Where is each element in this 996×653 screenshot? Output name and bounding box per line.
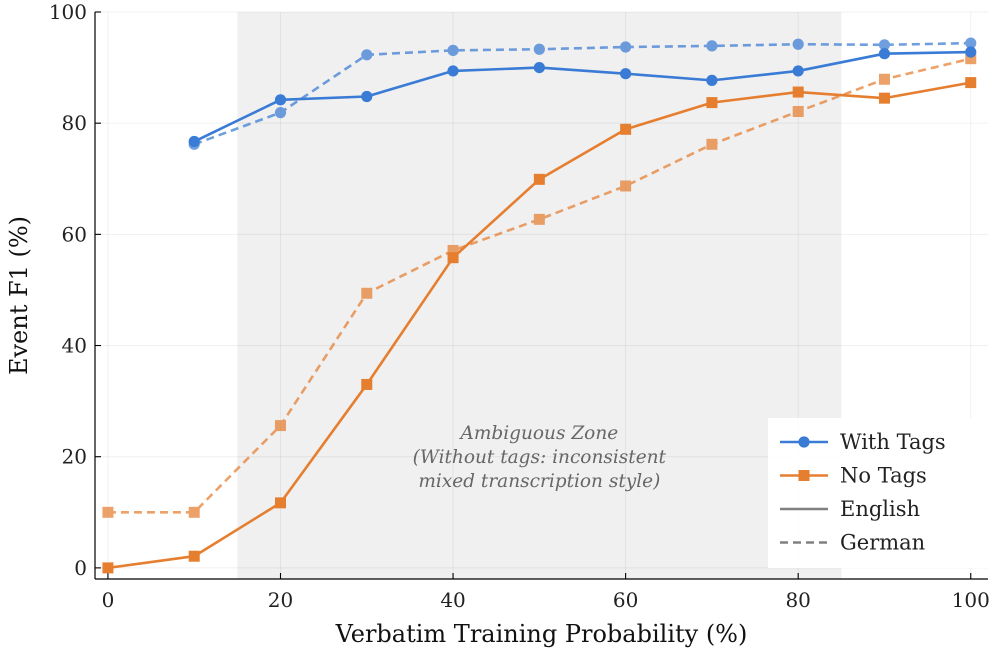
annotation-line-1: Ambiguous Zone: [458, 423, 618, 444]
data-point-no-tags-english: [965, 77, 977, 89]
data-point-with-tags-english: [706, 74, 718, 86]
x-axis-title: Verbatim Training Probability (%): [335, 620, 748, 648]
data-point-no-tags-german: [620, 180, 632, 192]
data-point-with-tags-german: [878, 39, 891, 51]
data-point-with-tags-english: [188, 135, 200, 148]
legend-label: German: [840, 531, 925, 555]
y-tick-label: 60: [62, 222, 87, 246]
data-point-no-tags-german: [447, 244, 459, 256]
data-point-with-tags-english: [274, 94, 287, 106]
data-point-no-tags-german: [878, 73, 890, 85]
data-point-no-tags-english: [792, 86, 804, 98]
data-point-no-tags-english: [102, 562, 114, 574]
y-tick-label: 40: [62, 334, 87, 358]
data-point-with-tags-german: [620, 41, 632, 53]
legend-item: No Tags: [780, 464, 927, 488]
y-tick-label: 20: [62, 445, 87, 469]
data-point-no-tags-english: [533, 173, 545, 185]
legend-item: With Tags: [780, 430, 946, 454]
y-tick-label: 0: [74, 556, 87, 580]
data-point-no-tags-german: [965, 53, 977, 65]
legend-marker: [798, 470, 810, 481]
data-point-with-tags-german: [361, 49, 373, 61]
series-with-tags-english: [188, 46, 977, 148]
legend-item: German: [780, 531, 925, 555]
data-point-no-tags-english: [188, 550, 200, 562]
data-point-no-tags-english: [275, 497, 287, 509]
data-point-no-tags-german: [188, 506, 200, 518]
x-tick-label: 40: [440, 588, 465, 612]
x-axis-ticks: 0 20 40 60 80 100: [102, 573, 990, 612]
y-axis-ticks: 0 20 40 60 80 100: [49, 0, 101, 580]
data-point-no-tags-german: [102, 506, 114, 518]
legend-label: With Tags: [840, 430, 946, 454]
data-series: [102, 37, 977, 574]
ambiguous-zone-region: [237, 12, 842, 579]
legend-label: English: [840, 497, 920, 521]
legend-item: English: [780, 497, 920, 521]
data-point-no-tags-english: [361, 378, 373, 390]
data-point-no-tags-german: [792, 106, 804, 118]
data-point-with-tags-english: [792, 65, 804, 77]
x-tick-label: 60: [613, 588, 638, 612]
data-point-with-tags-english: [361, 90, 373, 103]
data-point-with-tags-english: [620, 68, 632, 80]
data-point-with-tags-german: [447, 44, 459, 56]
data-point-no-tags-english: [620, 123, 632, 135]
data-point-with-tags-german: [533, 43, 545, 55]
y-axis-title: Event F1 (%): [5, 216, 33, 375]
data-point-with-tags-german: [965, 37, 977, 49]
annotation-line-3: mixed transcription style): [418, 471, 660, 492]
data-point-with-tags-german: [274, 107, 287, 119]
legend-label: No Tags: [840, 464, 927, 488]
y-tick-label: 80: [62, 111, 87, 135]
data-point-no-tags-english: [447, 252, 459, 264]
data-point-no-tags-german: [706, 138, 718, 150]
series-no-tags-german: [102, 53, 977, 518]
legend-marker: [798, 436, 810, 448]
data-point-with-tags-english: [965, 46, 977, 58]
series-with-tags-german: [188, 37, 977, 150]
data-point-with-tags-english: [533, 61, 545, 74]
data-point-with-tags-english: [878, 48, 891, 60]
axes: [94, 12, 988, 580]
data-point-no-tags-german: [533, 213, 545, 225]
series-line-no-tags-german: [107, 57, 972, 514]
legend: With Tags No Tags English German: [768, 418, 988, 568]
x-tick-label: 100: [952, 588, 990, 612]
x-tick-label: 0: [102, 588, 115, 612]
data-point-with-tags-german: [706, 40, 718, 52]
data-point-with-tags-english: [447, 65, 459, 77]
data-point-no-tags-english: [706, 97, 718, 109]
y-tick-label: 100: [49, 0, 87, 24]
data-point-no-tags-german: [275, 420, 287, 432]
series-line-with-tags-german: [193, 41, 971, 146]
ambiguous-zone-annotation: Ambiguous Zone (Without tags: inconsiste…: [413, 423, 667, 492]
x-tick-label: 80: [785, 588, 810, 612]
x-tick-label: 20: [268, 588, 293, 612]
series-no-tags-english: [102, 77, 977, 574]
data-point-no-tags-german: [361, 287, 373, 299]
data-point-no-tags-english: [878, 92, 890, 104]
data-point-with-tags-german: [792, 38, 804, 50]
series-line-with-tags-english: [193, 50, 971, 143]
annotation-line-2: (Without tags: inconsistent: [413, 447, 667, 468]
